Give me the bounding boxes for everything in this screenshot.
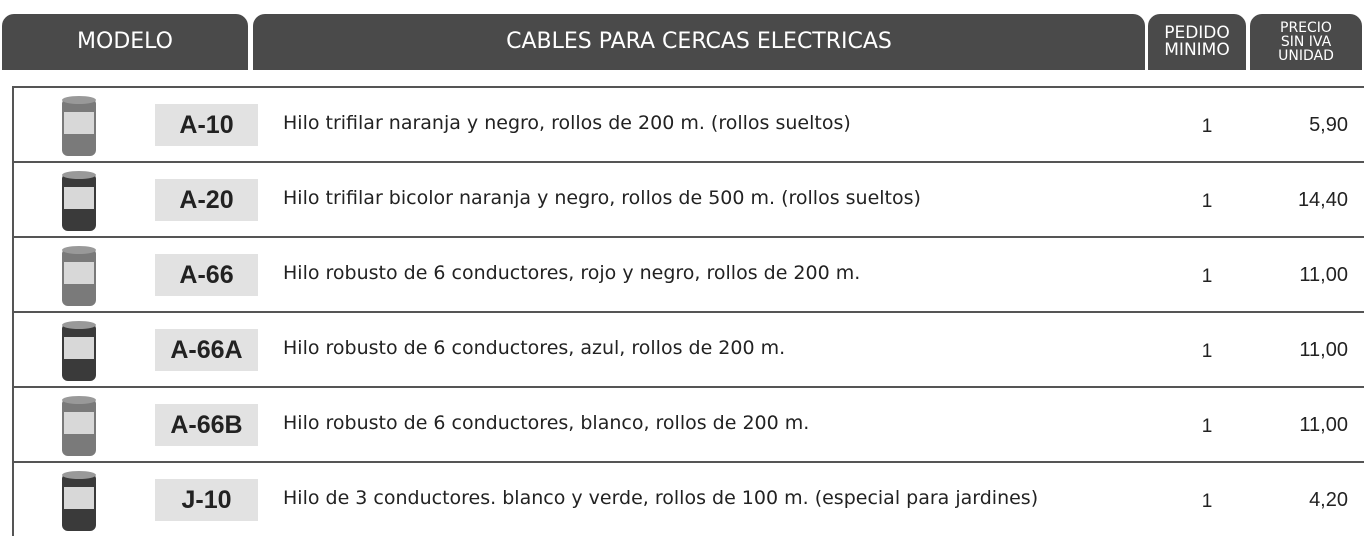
header-text: SIN IVA (1280, 34, 1332, 50)
spool (62, 396, 96, 456)
spool-top (62, 171, 96, 179)
min-order: 1 (1201, 341, 1213, 362)
spool-label (64, 187, 94, 209)
price: 11,00 (1299, 339, 1348, 361)
price: 5,90 (1309, 114, 1348, 136)
header-text: CABLES PARA CERCAS ELECTRICAS (506, 29, 892, 54)
header-text: MINIMO (1164, 40, 1230, 60)
min-order: 1 (1201, 491, 1213, 512)
min-order: 1 (1201, 116, 1213, 137)
description: Hilo robusto de 6 conductores, blanco, r… (283, 412, 810, 434)
header-min-order: PEDIDO MINIMO (1146, 12, 1248, 72)
spool-top (62, 246, 96, 254)
header-price: PRECIO SIN IVA UNIDAD (1248, 12, 1364, 72)
description: Hilo de 3 conductores. blanco y verde, r… (283, 487, 1039, 509)
table-row: A-66B Hilo robusto de 6 conductores, blan… (12, 386, 1364, 461)
header-text: MODELO (77, 29, 173, 54)
spool-label (64, 262, 94, 284)
model-code: A-66B (155, 404, 258, 446)
table-row: A-10 Hilo trifilar naranja y negro, rollo… (12, 86, 1364, 161)
model-code: A-66A (155, 329, 258, 371)
model-code: A-66 (155, 254, 258, 296)
min-order: 1 (1201, 266, 1213, 287)
spool-label (64, 112, 94, 134)
product-image (56, 394, 102, 462)
product-image (56, 94, 102, 162)
model-code: J-10 (155, 479, 258, 521)
price: 11,00 (1299, 414, 1348, 436)
spool-label (64, 412, 94, 434)
product-image (56, 319, 102, 387)
min-order: 1 (1201, 191, 1213, 212)
spool-top (62, 321, 96, 329)
table-row: J-10 Hilo de 3 conductores. blanco y verd… (12, 461, 1364, 536)
spool (62, 321, 96, 381)
spool (62, 171, 96, 231)
header-description: CABLES PARA CERCAS ELECTRICAS (251, 12, 1147, 72)
table-row: A-66A Hilo robusto de 6 conductores, azul… (12, 311, 1364, 386)
header-text: PRECIO (1280, 20, 1332, 36)
min-order: 1 (1201, 416, 1213, 437)
description: Hilo robusto de 6 conductores, azul, rol… (283, 337, 786, 359)
price: 4,20 (1309, 489, 1348, 511)
price: 11,00 (1299, 264, 1348, 286)
table-row: A-20 Hilo trifilar bicolor naranja y negr… (12, 161, 1364, 236)
spool-top (62, 96, 96, 104)
spool (62, 96, 96, 156)
spool-label (64, 337, 94, 359)
model-code: A-10 (155, 104, 258, 146)
header-text: UNIDAD (1278, 48, 1334, 64)
product-image (56, 169, 102, 237)
spool-top (62, 396, 96, 404)
spool (62, 471, 96, 531)
spool (62, 246, 96, 306)
product-image (56, 469, 102, 537)
description: Hilo robusto de 6 conductores, rojo y ne… (283, 262, 861, 284)
price: 14,40 (1297, 189, 1348, 211)
header-model: MODELO (0, 12, 250, 72)
product-image (56, 244, 102, 312)
description: Hilo trifilar bicolor naranja y negro, r… (283, 187, 921, 209)
spool-top (62, 471, 96, 479)
header-text: PEDIDO (1164, 23, 1230, 43)
model-code: A-20 (155, 179, 258, 221)
description: Hilo trifilar naranja y negro, rollos de… (283, 112, 851, 134)
table-row: A-66 Hilo robusto de 6 conductores, rojo … (12, 236, 1364, 311)
spool-label (64, 487, 94, 509)
